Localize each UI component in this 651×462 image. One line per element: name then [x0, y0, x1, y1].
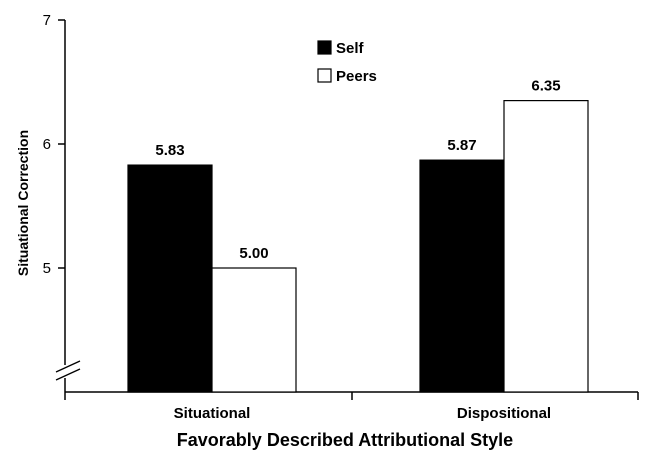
y-tick-label: 7	[43, 12, 51, 29]
legend-swatch	[317, 68, 332, 83]
data-label: 6.35	[531, 78, 560, 95]
legend-label: Peers	[336, 68, 377, 85]
legend-label: Self	[336, 40, 365, 57]
y-tick-label: 6	[43, 136, 51, 153]
bar-peers-dispositional	[503, 99, 589, 393]
bars	[127, 99, 589, 393]
data-label: 5.83	[155, 142, 184, 159]
bar-self-situational	[127, 164, 213, 393]
legend-swatch	[317, 40, 332, 55]
x-tick-label: Situational	[174, 405, 251, 422]
bar-peers-situational	[211, 267, 297, 393]
y-axis-label: Situational Correction	[15, 130, 31, 276]
data-label: 5.87	[447, 137, 476, 154]
axis-break-mark	[55, 368, 81, 381]
x-axis-label: Favorably Described Attributional Style	[177, 430, 513, 450]
data-labels: 5.83 5.87 5.00 6.35	[155, 78, 560, 262]
bar-self-dispositional	[419, 159, 505, 393]
legend: Self Peers	[317, 40, 377, 85]
x-tick-label: Dispositional	[457, 405, 551, 422]
data-label: 5.00	[239, 245, 268, 262]
axis-break-mark	[55, 360, 81, 373]
y-tick-label: 5	[43, 260, 51, 277]
